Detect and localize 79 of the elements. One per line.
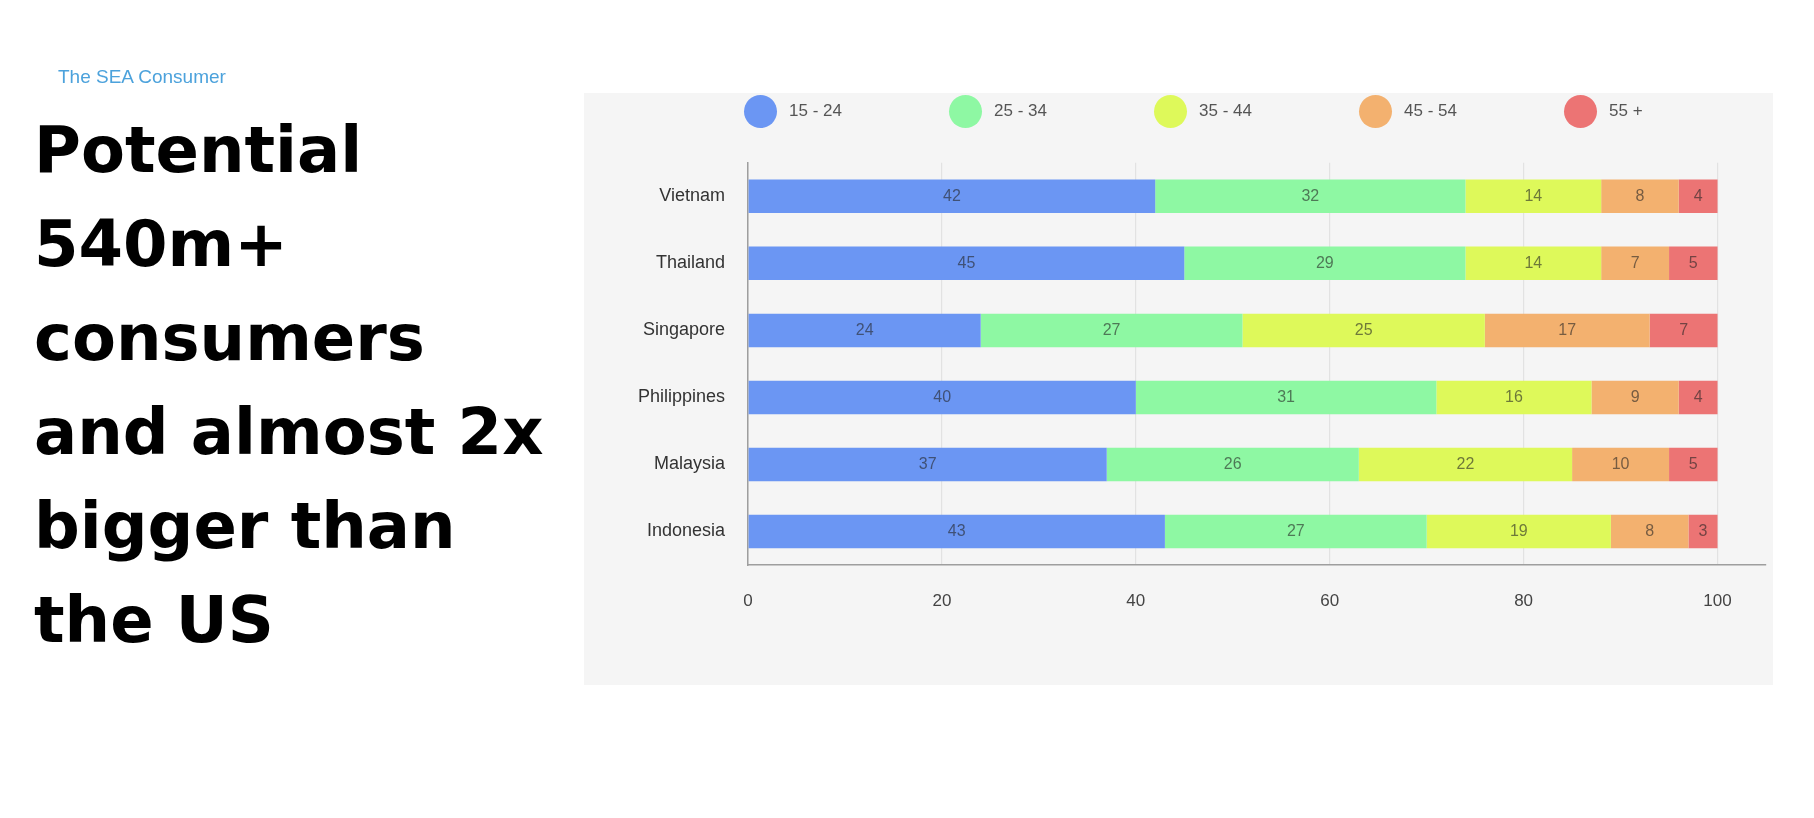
bar	[1484, 313, 1650, 348]
text: The SEA Consumer	[58, 66, 226, 88]
bar	[1572, 447, 1670, 482]
bar	[1688, 514, 1718, 549]
data-label: 29	[1315, 253, 1334, 271]
bar	[1436, 380, 1592, 415]
bar	[1669, 246, 1718, 281]
bar	[748, 447, 1107, 482]
bar	[1184, 246, 1466, 281]
x-tick-label: 40	[1126, 590, 1146, 610]
legend-label: 15 - 24	[789, 101, 842, 121]
bar	[1135, 380, 1437, 415]
x-tick-label: 100	[1703, 590, 1732, 610]
y-tick-label: Indonesia	[646, 520, 726, 541]
bar	[1649, 313, 1718, 348]
data-label: 27	[1102, 320, 1121, 338]
data-label: 8	[1635, 186, 1645, 204]
bar	[748, 313, 981, 348]
bar	[1426, 514, 1611, 549]
data-label: 8	[1645, 521, 1655, 539]
data-label: 14	[1524, 253, 1543, 271]
data-label: 9	[1630, 387, 1640, 405]
y-tick-label: Malaysia	[653, 453, 726, 474]
data-label: 4	[1693, 186, 1703, 204]
legend-label: 35 - 44	[1199, 101, 1252, 121]
bar	[748, 246, 1185, 281]
y-tick-label: Vietnam	[659, 185, 725, 206]
bar	[1669, 447, 1718, 482]
bar	[748, 179, 1156, 214]
data-label: 17	[1558, 320, 1577, 338]
x-tick-label: 0	[743, 590, 753, 610]
bar	[1465, 179, 1602, 214]
bar	[1242, 313, 1485, 348]
bar	[1465, 246, 1602, 281]
data-label: 10	[1611, 454, 1630, 472]
data-label: 5	[1688, 454, 1698, 472]
bar	[1164, 514, 1427, 549]
y-tick-label: Singapore	[642, 319, 725, 340]
y-tick-label: Philippines	[637, 386, 725, 407]
data-label: 14	[1524, 186, 1543, 204]
text: Potential 540m+ consumers and almost 2x bigger than the US	[34, 112, 545, 659]
bar	[980, 313, 1243, 348]
legend-label: 45 - 54	[1404, 101, 1457, 121]
data-label: 3	[1698, 521, 1708, 539]
data-label: 22	[1456, 454, 1475, 472]
bar	[748, 380, 1136, 415]
x-tick-label: 60	[1320, 590, 1340, 610]
data-label: 40	[933, 387, 952, 405]
bar	[1358, 447, 1573, 482]
data-label: 19	[1509, 521, 1528, 539]
bar	[1155, 179, 1466, 214]
bar	[748, 514, 1165, 549]
bar	[1601, 246, 1670, 281]
data-label: 7	[1679, 320, 1689, 338]
bar	[1106, 447, 1359, 482]
data-label: 37	[918, 454, 937, 472]
data-label: 43	[947, 521, 966, 539]
bar	[1601, 179, 1679, 214]
data-label: 7	[1630, 253, 1640, 271]
data-label: 27	[1286, 521, 1305, 539]
data-label: 32	[1301, 186, 1320, 204]
x-tick-label: 80	[1514, 590, 1534, 610]
legend-label: 55 +	[1609, 101, 1643, 121]
bar	[1610, 514, 1689, 549]
bar	[1591, 380, 1679, 415]
bar	[1678, 179, 1718, 214]
data-label: 4	[1693, 387, 1703, 405]
data-label: 5	[1688, 253, 1698, 271]
data-label: 26	[1223, 454, 1242, 472]
data-label: 31	[1277, 387, 1296, 405]
y-tick-label: Thailand	[655, 252, 725, 273]
data-label: 42	[943, 186, 961, 204]
data-label: 24	[855, 320, 874, 338]
data-label: 45	[957, 253, 976, 271]
legend-label: 25 - 34	[994, 101, 1047, 121]
data-label: 16	[1505, 387, 1523, 405]
x-tick-label: 20	[932, 590, 952, 610]
bar	[1678, 380, 1718, 415]
data-label: 25	[1354, 320, 1373, 338]
